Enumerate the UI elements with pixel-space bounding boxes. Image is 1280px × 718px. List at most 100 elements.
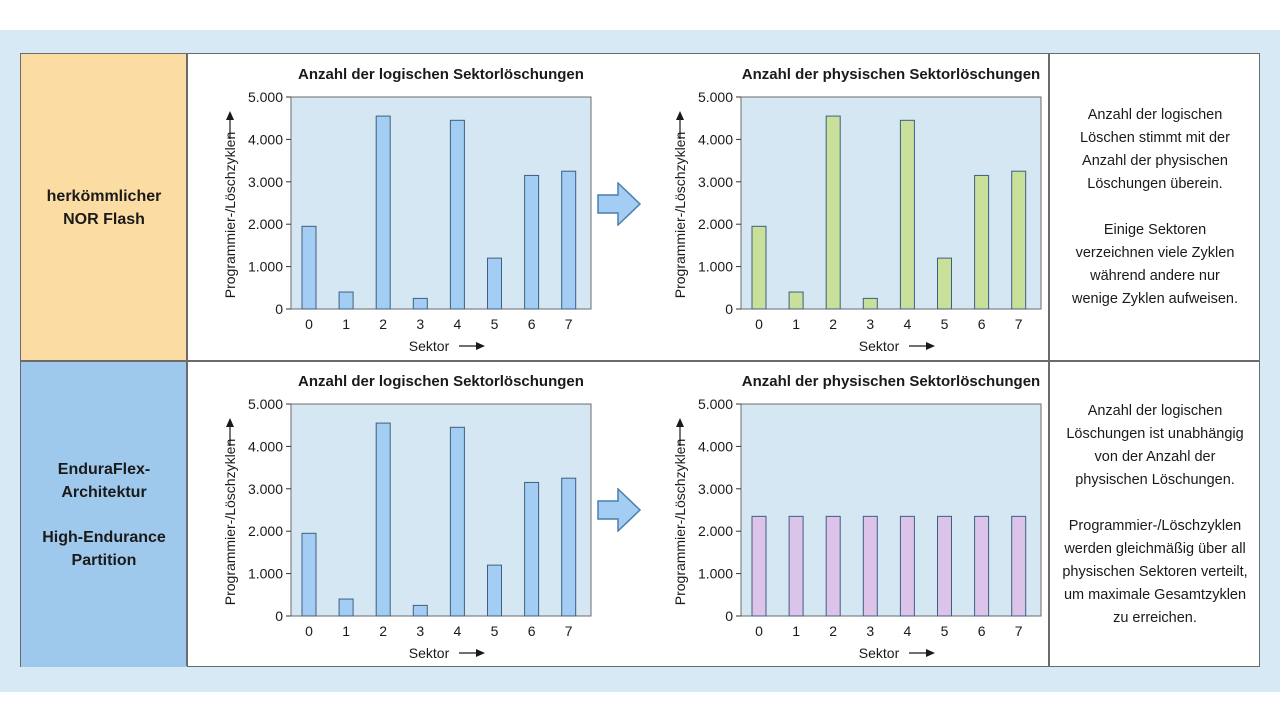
x-tick-label: 5 <box>491 623 499 639</box>
bar-sector-3 <box>412 604 428 617</box>
bar-sector-0 <box>301 225 317 310</box>
x-tick-label: 7 <box>565 316 573 332</box>
bar-sector-2 <box>375 115 391 310</box>
y-axis-label: Programmier-/Löschzyklen <box>222 132 238 299</box>
x-tick-label: 6 <box>528 623 536 639</box>
y-axis-label: Programmier-/Löschzyklen <box>222 439 238 606</box>
column-divider <box>1048 54 1050 666</box>
row-label-line: herkömmlicher <box>46 187 162 205</box>
x-tick-label: 4 <box>454 316 462 332</box>
y-tick-label: 4.000 <box>698 131 733 147</box>
chart-physical-erases-conventional: Anzahl der physischen Sektorlöschungen 0 1… <box>672 66 1042 354</box>
bar-sector-4 <box>449 426 465 617</box>
description-line: Löschen stimmt mit der <box>1080 130 1230 146</box>
x-tick-label: 4 <box>904 316 912 332</box>
y-tick-label: 2.000 <box>248 216 283 232</box>
right-arrow-icon <box>597 488 642 532</box>
x-tick-label: 2 <box>379 623 387 639</box>
description-line: um maximale Gesamtzyklen <box>1063 586 1247 603</box>
x-axis-label: Sektor <box>409 338 450 354</box>
y-tick-label: 0 <box>725 301 733 317</box>
y-tick-label: 1.000 <box>248 259 283 275</box>
bar-sector-6 <box>524 174 540 310</box>
bar-sector-7 <box>1011 170 1027 310</box>
plot-area <box>290 403 592 617</box>
right-arrow-icon <box>597 182 642 226</box>
plot-area <box>740 403 1042 617</box>
bar-sector-5 <box>937 257 952 310</box>
bar-sector-0 <box>751 515 767 617</box>
bar-sector-6 <box>974 174 990 310</box>
chart-title: Anzahl der logischen Sektorlöschungen <box>298 66 584 83</box>
y-axis-label: Programmier-/Löschzyklen <box>672 132 688 299</box>
bar-sector-0 <box>301 532 317 617</box>
plot-area <box>740 96 1042 310</box>
x-tick-label: 2 <box>379 316 387 332</box>
description-line: verzeichnen viele Zyklen <box>1075 245 1235 261</box>
bar-sector-4 <box>449 119 465 310</box>
description-line: Programmier-/Löschzyklen <box>1068 517 1242 534</box>
column-divider <box>186 54 188 666</box>
description-line: zu erreichen. <box>1113 609 1197 626</box>
description-line: wenige Zyklen aufweisen. <box>1071 291 1239 307</box>
chart-logical-erases-conventional: Anzahl der logischen Sektorlöschungen 0 1.… <box>222 66 592 354</box>
y-tick-label: 1.000 <box>698 566 733 582</box>
bar-sector-2 <box>825 515 841 617</box>
row-label-line: Partition <box>71 551 137 569</box>
y-tick-label: 4.000 <box>248 438 283 454</box>
y-tick-label: 1.000 <box>698 259 733 275</box>
y-tick-label: 0 <box>275 301 283 317</box>
bar-sector-1 <box>788 291 804 310</box>
bar-sector-3 <box>862 297 878 310</box>
x-tick-label: 1 <box>792 623 800 639</box>
bar-sector-7 <box>561 170 577 310</box>
x-tick-label: 3 <box>866 316 874 332</box>
description-line: physischen Sektoren verteilt, <box>1062 563 1248 580</box>
bar-sector-7 <box>1011 515 1027 617</box>
row-label-line: Architektur <box>61 483 147 501</box>
y-tick-label: 5.000 <box>698 89 733 105</box>
x-tick-label: 2 <box>829 623 837 639</box>
description-conventional: Anzahl der logischen Löschen stimmt mit d… <box>1051 54 1259 361</box>
bar-sector-3 <box>862 515 878 617</box>
x-tick-label: 6 <box>978 316 986 332</box>
row-divider <box>21 360 1259 362</box>
y-tick-label: 5.000 <box>248 89 283 105</box>
y-tick-label: 3.000 <box>698 481 733 497</box>
x-axis-label: Sektor <box>859 338 900 354</box>
y-tick-label: 0 <box>725 608 733 624</box>
x-tick-label: 7 <box>565 623 573 639</box>
x-tick-label: 1 <box>342 623 350 639</box>
x-tick-label: 2 <box>829 316 837 332</box>
y-tick-label: 3.000 <box>248 481 283 497</box>
row-label-line: NOR Flash <box>63 210 145 228</box>
x-tick-label: 0 <box>305 623 313 639</box>
description-line: während andere nur <box>1090 268 1220 284</box>
description-line: werden gleichmäßig über all <box>1064 540 1246 557</box>
chart-logical-erases-enduraflex: Anzahl der logischen Sektorlöschungen 0 1.… <box>222 373 592 661</box>
x-axis-arrow-head <box>926 649 935 657</box>
x-tick-label: 0 <box>305 316 313 332</box>
y-tick-label: 5.000 <box>698 396 733 412</box>
y-tick-label: 1.000 <box>248 566 283 582</box>
description-line: Löschungen überein. <box>1087 176 1223 192</box>
y-axis-label: Programmier-/Löschzyklen <box>672 439 688 606</box>
bar-sector-1 <box>788 515 804 617</box>
description-line: Anzahl der physischen <box>1082 153 1228 169</box>
description-enduraflex: Anzahl der logischen Löschungen ist unabh… <box>1051 362 1259 667</box>
description-line: von der Anzahl der <box>1094 448 1216 465</box>
row-label-conventional-nor-flash: herkömmlicher NOR Flash <box>21 54 187 361</box>
x-axis-arrow-head <box>476 649 485 657</box>
y-tick-label: 2.000 <box>698 523 733 539</box>
right-arrow-icon-shape <box>597 488 642 532</box>
x-axis-arrow-head <box>476 342 485 350</box>
row-label-line: High-Endurance <box>42 528 166 546</box>
description-line: Löschungen ist unabhängig <box>1066 425 1244 442</box>
bar-sector-1 <box>338 598 354 617</box>
x-tick-label: 6 <box>528 316 536 332</box>
bar-sector-1 <box>338 291 354 310</box>
description-line: physischen Löschungen. <box>1075 471 1235 488</box>
bar-sector-0 <box>751 225 767 310</box>
x-tick-label: 3 <box>866 623 874 639</box>
bar-sector-6 <box>524 481 540 617</box>
